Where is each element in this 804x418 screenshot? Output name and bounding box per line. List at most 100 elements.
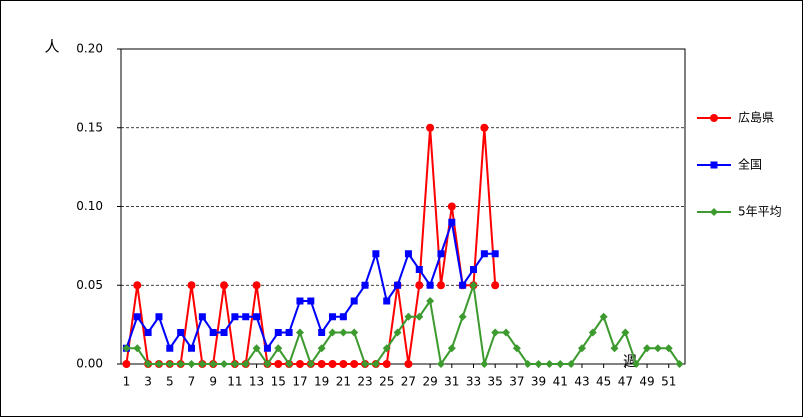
point [502, 328, 511, 337]
point [448, 218, 456, 226]
point [198, 360, 207, 368]
point [317, 344, 326, 353]
point [242, 313, 250, 321]
point [285, 360, 294, 368]
point [177, 329, 185, 336]
point [318, 329, 326, 336]
point [382, 360, 391, 368]
x-tick-label: 45 [596, 375, 611, 389]
point [643, 344, 652, 353]
x-tick-label: 49 [639, 375, 654, 389]
point [469, 281, 478, 290]
point [133, 313, 141, 321]
point [491, 328, 500, 337]
point [447, 202, 456, 211]
x-tick-label: 21 [336, 375, 351, 389]
point [154, 360, 163, 368]
point [317, 360, 326, 368]
x-tick-label: 37 [509, 375, 524, 389]
point [567, 360, 576, 368]
legend-label: 5年平均 [738, 205, 782, 219]
point [339, 360, 348, 368]
point [263, 344, 271, 352]
point [328, 360, 337, 368]
point [599, 312, 608, 321]
legend-label: 全国 [738, 157, 762, 172]
point [393, 328, 402, 337]
point [274, 329, 282, 336]
point [165, 360, 174, 368]
x-tick-label: 5 [166, 375, 174, 389]
point [274, 344, 283, 353]
x-tick-label: 35 [488, 375, 503, 389]
point [621, 328, 630, 337]
x-tick-label: 17 [292, 375, 307, 389]
point [491, 250, 499, 258]
point [133, 344, 142, 353]
point [187, 281, 196, 290]
point [230, 360, 239, 368]
point [220, 329, 228, 336]
point [133, 281, 142, 290]
point [144, 360, 153, 368]
point [426, 123, 435, 132]
point [458, 312, 467, 321]
point [372, 250, 380, 258]
x-tick-label: 19 [314, 375, 329, 389]
x-tick-label: 23 [357, 375, 372, 389]
x-tick-label: 47 [618, 375, 633, 389]
point [339, 328, 348, 337]
point [556, 360, 565, 368]
point [545, 360, 554, 368]
x-tick-label: 7 [188, 375, 196, 389]
point [209, 329, 217, 336]
x-tick-label: 9 [209, 375, 217, 389]
x-tick-label: 41 [553, 375, 568, 389]
point [295, 360, 304, 368]
point [188, 344, 195, 352]
point [361, 360, 370, 368]
point [252, 281, 261, 290]
point [664, 344, 673, 353]
y-tick-label: 0.00 [76, 357, 103, 371]
point [339, 313, 347, 321]
x-tick-label: 51 [661, 375, 676, 389]
point [382, 344, 391, 353]
series-line [126, 284, 681, 367]
point [436, 281, 445, 290]
point [122, 360, 131, 368]
point [176, 360, 185, 368]
y-tick-label: 0.10 [76, 199, 103, 213]
point [231, 313, 239, 321]
point [209, 360, 218, 368]
x-tick-label: 1 [123, 375, 131, 389]
point [350, 328, 359, 337]
point [371, 360, 380, 368]
point [523, 360, 532, 368]
point [122, 344, 131, 353]
x-tick-label: 33 [466, 375, 481, 389]
point [710, 208, 718, 216]
point [480, 123, 489, 132]
point [361, 281, 369, 289]
x-tick-label: 3 [144, 375, 152, 389]
y-axis-label: 人 [44, 38, 59, 56]
point [329, 313, 336, 321]
point [166, 344, 174, 352]
point [577, 344, 586, 353]
point [220, 360, 229, 368]
point [241, 360, 250, 368]
point [470, 266, 477, 273]
point [437, 250, 445, 258]
point [404, 250, 412, 258]
point [491, 281, 500, 290]
point [415, 312, 424, 321]
point [263, 360, 272, 368]
point [480, 360, 489, 368]
point [415, 281, 424, 290]
point [306, 360, 315, 368]
point [328, 328, 337, 337]
point [274, 360, 283, 368]
point [404, 312, 413, 321]
